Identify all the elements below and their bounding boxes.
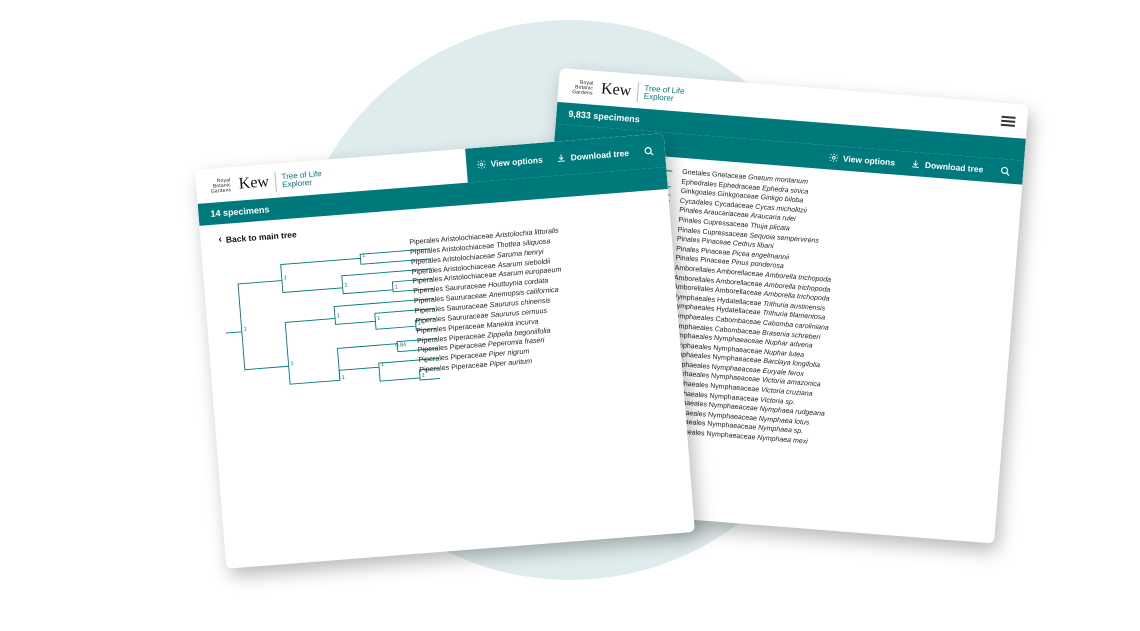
- brand-logo[interactable]: Royal Botanic Gardens Kew Tree of Life E…: [210, 168, 323, 197]
- search-icon[interactable]: [999, 165, 1012, 178]
- brand-separator: [274, 172, 277, 192]
- brand-logo[interactable]: Royal Botanic Gardens Kew Tree of Life E…: [572, 77, 685, 106]
- svg-text:1: 1: [344, 282, 348, 288]
- download-tree-button[interactable]: Download tree: [911, 159, 984, 175]
- specimen-count: 14 specimens: [210, 204, 270, 219]
- leaf-list-right: Gnetales Gnetaceae Gnetum montanumEphedr…: [661, 168, 844, 460]
- phylo-tree[interactable]: 1 1 1 1 1 1 1 1 1 1 0.84 1 1: [220, 245, 442, 416]
- brand-subtitle: Tree of Life Explorer: [643, 84, 684, 104]
- brand-subtitle: Tree of Life Explorer: [281, 170, 322, 190]
- brand-small-text: Royal Botanic Gardens: [210, 178, 232, 195]
- svg-text:0.84: 0.84: [395, 342, 406, 349]
- svg-text:1: 1: [377, 316, 381, 322]
- view-options-button[interactable]: View options: [829, 152, 896, 167]
- svg-text:1: 1: [381, 362, 385, 368]
- gear-icon: [829, 152, 840, 163]
- tree-body: ‹ Back to main tree: [199, 189, 684, 432]
- download-tree-button[interactable]: Download tree: [556, 148, 629, 164]
- brand-kew: Kew: [238, 173, 270, 193]
- svg-text:1: 1: [337, 313, 341, 319]
- menu-icon[interactable]: [1001, 116, 1016, 127]
- svg-text:1: 1: [342, 375, 346, 381]
- download-icon: [911, 159, 922, 170]
- chevron-left-icon: ‹: [218, 234, 222, 245]
- brand-kew: Kew: [600, 80, 632, 100]
- svg-text:1: 1: [395, 284, 399, 290]
- view-options-button[interactable]: View options: [476, 155, 543, 170]
- panel-subtree: Royal Botanic Gardens Kew Tree of Life E…: [195, 133, 695, 569]
- brand-separator: [636, 82, 639, 102]
- svg-text:1: 1: [362, 253, 366, 259]
- search-icon[interactable]: [642, 145, 655, 158]
- gear-icon: [476, 159, 487, 170]
- download-icon: [556, 153, 567, 164]
- svg-text:1: 1: [243, 326, 247, 332]
- leaf-list-left: Piperales Aristolochiaceae Aristolochia …: [409, 226, 572, 406]
- svg-text:1: 1: [290, 361, 294, 367]
- back-to-main-link[interactable]: ‹ Back to main tree: [218, 220, 398, 245]
- svg-text:1: 1: [284, 275, 288, 281]
- brand-small-text: Royal Botanic Gardens: [572, 80, 594, 97]
- specimen-count: 9,833 specimens: [568, 109, 640, 125]
